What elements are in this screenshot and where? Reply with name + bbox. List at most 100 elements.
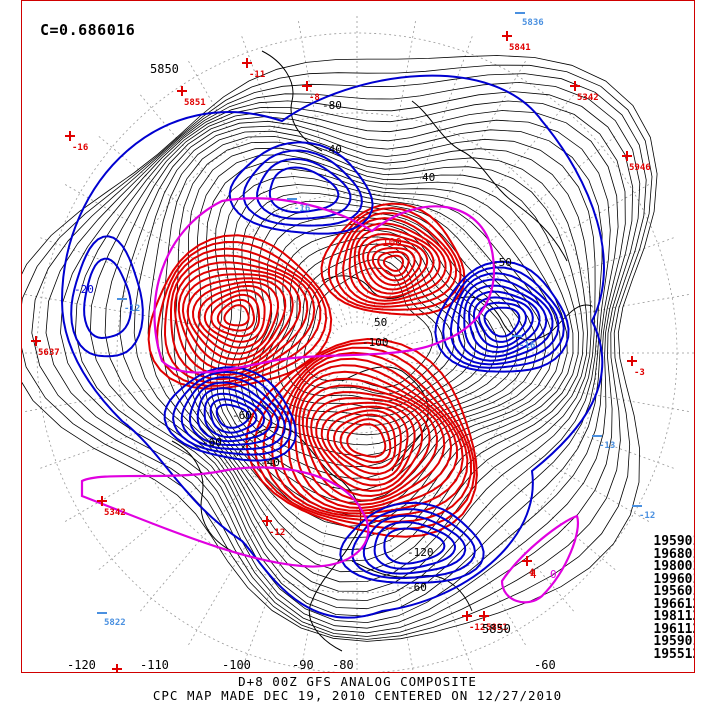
positive-anomaly-contour <box>346 423 387 458</box>
positive-anomaly-contour <box>320 202 466 316</box>
longitude-label: -60 <box>534 658 556 672</box>
height-contour <box>104 116 611 610</box>
anomaly-label: -80 <box>322 99 342 112</box>
positive-anomaly-contour <box>315 401 416 487</box>
negative-anomaly-contour <box>209 398 258 434</box>
analog-date: 19661222 <box>653 596 694 612</box>
high-marker-plus: 5637 <box>31 336 60 358</box>
low-marker-minus: -12 <box>117 298 140 314</box>
low-marker-minus: 5822 <box>97 612 126 628</box>
high-marker-value: -11 <box>249 70 265 80</box>
high-marker-plus: 5946 <box>622 151 651 173</box>
anomaly-label: -120 <box>407 546 434 559</box>
height-label: 5850 <box>482 622 511 636</box>
analog-date: 19560109 <box>653 584 694 599</box>
anomaly-label: 0 <box>550 568 557 581</box>
high-marker-value: -12 <box>469 623 485 633</box>
anomaly-label: -20 <box>74 283 94 296</box>
low-marker-value: -16 <box>294 204 310 214</box>
longitude-line <box>375 375 576 614</box>
negative-anomaly-contour <box>483 306 521 338</box>
low-marker-value: -16 <box>519 341 535 351</box>
longitude-label: -100 <box>222 658 251 672</box>
negative-anomaly-contour <box>188 381 280 446</box>
longitude-label: -90 <box>292 658 314 672</box>
high-marker-plus: -12 <box>262 516 285 538</box>
positive-anomaly-contour <box>210 293 261 338</box>
high-marker-value: -3 <box>634 368 645 378</box>
analog-date: 19811210 <box>653 609 694 624</box>
negative-anomaly-contour <box>362 514 467 575</box>
negative-anomaly-contour <box>60 74 605 619</box>
height-contour <box>209 168 562 515</box>
high-marker-value: 5851 <box>184 98 206 108</box>
positive-anomaly-contour <box>335 212 458 308</box>
anomaly-label: -50 <box>492 256 512 269</box>
low-marker-minus: 5836 <box>515 12 544 28</box>
high-marker-plus: 5891 <box>479 611 508 633</box>
negative-anomaly-contour <box>456 278 554 362</box>
low-markers: 5836 -16 -12 5822 -16 -12 -13 <box>97 12 655 628</box>
longitude-line <box>186 378 343 648</box>
negative-anomaly-contour <box>256 157 352 220</box>
longitude-line <box>385 236 677 344</box>
zero-anomaly-contours <box>80 197 580 604</box>
negative-anomaly-contour <box>163 366 297 462</box>
high-marker-value: -8 <box>309 93 320 103</box>
height-contour <box>133 125 596 592</box>
low-marker-value: 5836 <box>522 18 544 28</box>
zero-anomaly-contour <box>80 466 370 568</box>
high-marker-plus: -12 <box>462 611 485 633</box>
anomaly-label: -60 <box>232 409 252 422</box>
high-marker-value: 4 <box>529 568 535 578</box>
positive-anomaly-contour <box>301 384 439 502</box>
positive-anomaly-contour <box>362 238 429 291</box>
map-frame: -16-12-1258515637-12-3458415342594653425… <box>21 0 695 673</box>
negative-anomaly-contour <box>180 376 286 451</box>
height-contour <box>303 267 433 388</box>
longitude-label: -120 <box>67 658 96 672</box>
height-contour <box>74 100 626 624</box>
analog-date: 19551231 <box>653 646 694 662</box>
positive-anomaly-contour <box>298 377 446 506</box>
positive-anomaly-contour <box>328 207 462 311</box>
polar-map: -16-12-1258515637-12-3458415342594653425… <box>22 12 694 672</box>
high-marker-plus: 5851 <box>177 86 206 108</box>
positive-anomaly-contour <box>177 267 302 372</box>
negative-anomaly-contour <box>228 141 374 235</box>
positive-anomaly-contour <box>326 409 402 475</box>
analog-date: 19960106 <box>653 571 694 587</box>
high-marker-plus: -8 <box>302 81 320 103</box>
low-marker-minus: -12 <box>632 505 655 521</box>
positive-anomaly-contour <box>310 397 424 493</box>
negative-anomaly-contour <box>172 370 292 456</box>
negative-anomaly-contour <box>373 521 457 570</box>
high-marker-plus: -3 <box>627 356 645 378</box>
high-marker-plus: 5841 <box>502 31 531 53</box>
negative-anomaly-contour <box>442 266 565 369</box>
negative-anomaly-contour <box>351 508 476 580</box>
positive-anomaly-contour <box>156 240 328 387</box>
high-marker-value: 5946 <box>629 163 651 173</box>
positive-anomaly-contour <box>342 217 453 305</box>
high-markers: -16 -12 -12 5851 5637 -12 -3 4 5841 5342 5946 5342 5… <box>31 31 651 672</box>
high-marker-value: 5342 <box>104 508 126 518</box>
negative-anomaly-contour <box>477 301 528 343</box>
negative-anomaly-contour <box>339 501 485 584</box>
positive-anomaly-contour <box>357 233 435 295</box>
height-contour <box>147 130 592 583</box>
high-marker-value: 5841 <box>509 43 531 53</box>
longitude-line <box>138 375 339 614</box>
map-text-labels: 5850 5850 -120 -110 -100 -90 -80 -60 <box>67 62 556 672</box>
zero-anomaly-contour <box>153 197 495 374</box>
zero-anomaly-contour <box>500 514 580 604</box>
height-contour <box>277 243 466 409</box>
low-marker-value: -12 <box>124 304 140 314</box>
high-marker-plus: 4 <box>522 556 535 578</box>
positive-anomaly-contour <box>305 391 431 498</box>
low-marker-minus: -13 <box>592 435 615 451</box>
low-marker-value: -12 <box>639 511 655 521</box>
high-marker-value: 5637 <box>38 348 60 358</box>
longitude-label: -110 <box>140 658 169 672</box>
high-marker-plus: 5342 <box>570 81 599 103</box>
